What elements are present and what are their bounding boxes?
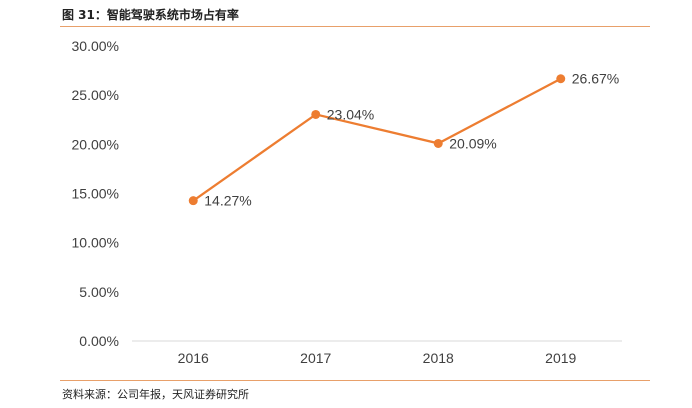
caption-divider [60, 26, 650, 27]
data-point [433, 138, 443, 148]
y-axis-ticks: 0.00% 5.00% 10.00% 15.00% 20.00% 25.00% 30.00% [72, 38, 119, 349]
data-point [188, 196, 198, 206]
y-tick-label: 0.00% [79, 333, 119, 349]
data-label: 14.27% [204, 193, 251, 209]
data-label: 23.04% [327, 106, 374, 122]
data-point [311, 109, 321, 119]
source-divider [60, 380, 650, 381]
x-axis-ticks: 2016 2017 2018 2019 [178, 350, 577, 366]
data-label: 26.67% [572, 71, 619, 87]
figure-source: 资料来源：公司年报，天风证券研究所 [62, 388, 249, 401]
x-tick-label: 2019 [545, 350, 576, 366]
x-tick-label: 2017 [300, 350, 331, 366]
y-tick-label: 15.00% [72, 186, 119, 202]
y-tick-label: 20.00% [72, 136, 119, 152]
y-tick-label: 5.00% [79, 284, 119, 300]
figure-caption: 图 31：智能驾驶系统市场占有率 [62, 8, 239, 22]
data-label: 20.09% [449, 135, 496, 151]
data-point [556, 74, 566, 84]
data-points [188, 74, 566, 206]
y-tick-label: 10.00% [72, 235, 119, 251]
data-labels: 14.27% 23.04% 20.09% 26.67% [204, 71, 619, 209]
x-tick-label: 2018 [423, 350, 454, 366]
x-tick-label: 2016 [178, 350, 209, 366]
series-line [192, 77, 562, 202]
y-tick-label: 30.00% [72, 38, 119, 54]
y-tick-label: 25.00% [72, 87, 119, 103]
